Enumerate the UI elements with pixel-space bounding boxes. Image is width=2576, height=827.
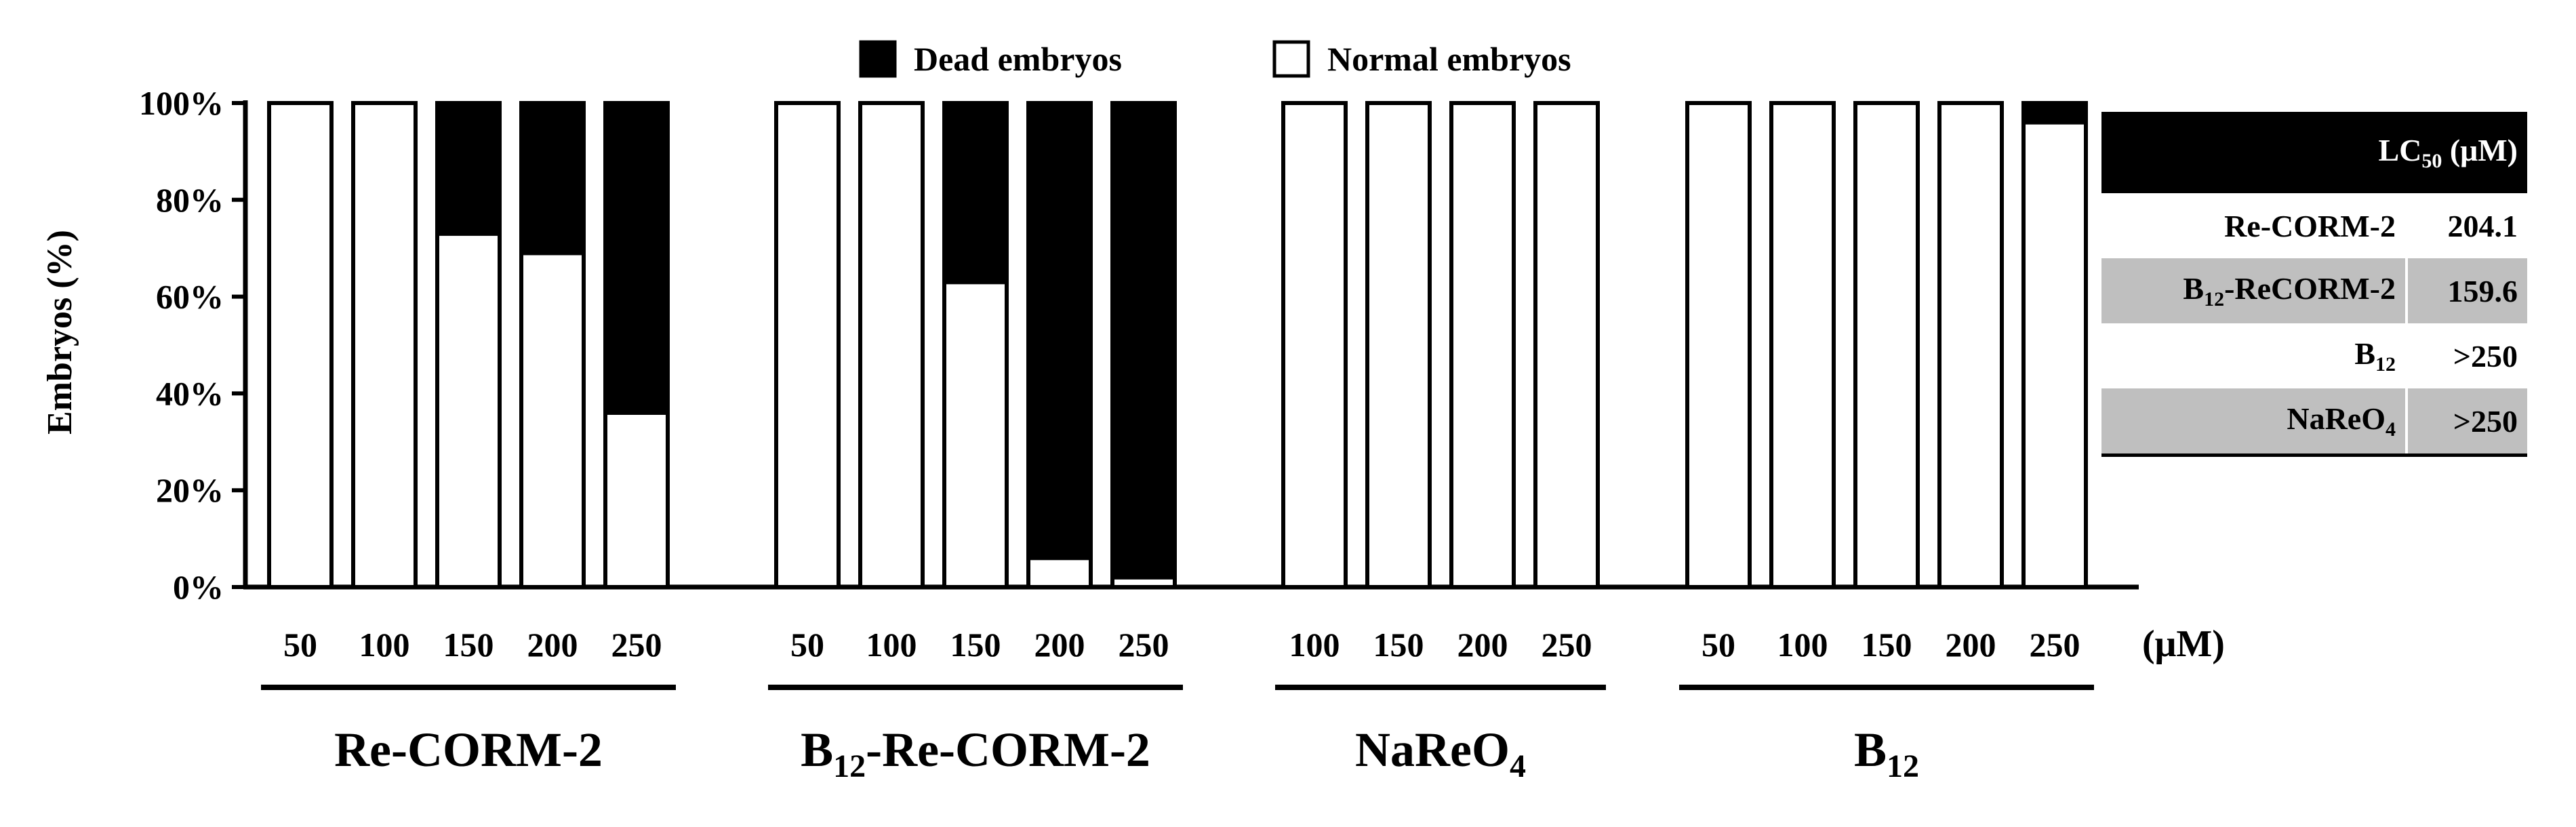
lc50-row: B12-ReCORM-2 159.6 <box>2101 258 2527 323</box>
x-unit-label: (μM) <box>2142 623 2225 665</box>
x-tick-label: 250 <box>2030 626 2080 664</box>
legend: Dead embryos Normal embryos <box>859 40 1571 78</box>
lc50-row: NaReO4 >250 <box>2101 388 2527 457</box>
legend-swatch <box>1272 40 1310 78</box>
bar-normal <box>1769 101 1836 589</box>
lc50-table: LC50 (μM) Re-CORM-2 204.1 B12-ReCORM-2 159.6… <box>2101 112 2527 457</box>
x-tick-label: 150 <box>1861 626 1912 664</box>
x-tick-label: 50 <box>1702 626 1735 664</box>
group-label: Re-CORM-2 <box>334 723 603 777</box>
bar-normal <box>858 101 925 589</box>
bar-normal <box>1365 101 1432 589</box>
lc50-value: 159.6 <box>2407 258 2527 323</box>
bar-normal <box>942 280 1009 589</box>
bar-normal <box>1853 101 1920 589</box>
y-tick-label: 80% <box>156 181 224 219</box>
bar-normal <box>603 410 670 590</box>
group-label: B12-Re-CORM-2 <box>801 723 1150 784</box>
group-labels: Re-CORM-2 B12-Re-CORM-2 NaReO4 B12 <box>261 685 2094 784</box>
lc50-compound: B12 <box>2101 323 2408 388</box>
bar-normal <box>1685 101 1752 589</box>
x-tick-label: 250 <box>611 626 662 664</box>
lc50-compound: B12-ReCORM-2 <box>2101 258 2408 323</box>
lc50-compound: Re-CORM-2 <box>2101 193 2408 258</box>
bar-dead <box>1026 101 1093 561</box>
x-tick-label: 250 <box>1542 626 1592 664</box>
bar-normal <box>351 101 418 589</box>
bar-normal <box>519 251 586 589</box>
group-label: B12 <box>1854 723 1919 784</box>
y-tick-label: 20% <box>156 471 224 509</box>
y-tick-label: 40% <box>156 374 224 412</box>
lc50-row: Re-CORM-2 204.1 <box>2101 193 2527 258</box>
x-tick-label: 50 <box>790 626 824 664</box>
lc50-header: LC50 (μM) <box>2101 112 2527 193</box>
lc50-header-row: LC50 (μM) <box>2101 112 2527 193</box>
group-label: NaReO4 <box>1355 723 1526 784</box>
x-tick-label: 200 <box>1946 626 1996 664</box>
x-tick-label: 200 <box>1034 626 1085 664</box>
x-tick-labels: 50 100 150 200 250 50 100 150 200 250 100 150 200 250… <box>283 626 2080 664</box>
bar-dead <box>519 101 586 256</box>
bar-normal <box>1281 101 1348 589</box>
bar-normal <box>267 101 334 589</box>
x-tick-label: 50 <box>283 626 317 664</box>
x-tick-label: 100 <box>866 626 917 664</box>
lc50-value: >250 <box>2453 338 2518 374</box>
x-tick-label: 200 <box>1457 626 1508 664</box>
bars <box>267 101 2088 590</box>
x-tick-label: 100 <box>359 626 410 664</box>
bar-dead <box>1110 101 1177 580</box>
bar-normal <box>1449 101 1516 589</box>
bar-dead <box>435 101 502 236</box>
lc50-value: 204.1 <box>2447 208 2518 243</box>
bar-dead <box>942 101 1009 285</box>
legend-swatch <box>859 40 897 78</box>
bar-dead <box>2021 101 2088 125</box>
bar-normal <box>774 101 841 589</box>
y-tick-label: 100% <box>139 84 224 122</box>
bar-normal <box>1937 101 2004 589</box>
bar-normal <box>1026 556 1093 589</box>
x-tick-label: 150 <box>443 626 494 664</box>
y-tick-label: 60% <box>156 278 224 316</box>
lc50-value: >250 <box>2407 388 2527 457</box>
x-tick-label: 150 <box>950 626 1001 664</box>
legend-label: Normal embryos <box>1327 40 1571 78</box>
lc50-row: B12 >250 <box>2101 323 2527 388</box>
bar-normal <box>1533 101 1600 589</box>
x-tick-label: 100 <box>1777 626 1828 664</box>
y-tick-label: 0% <box>173 568 224 606</box>
x-tick-label: 150 <box>1373 626 1424 664</box>
y-axis-label: Embryos (%) <box>41 230 79 435</box>
lc50-compound: NaReO4 <box>2101 388 2408 457</box>
bar-normal <box>435 231 502 589</box>
bar-normal <box>2021 120 2088 589</box>
bar-dead <box>603 101 670 415</box>
x-tick-label: 200 <box>527 626 578 664</box>
x-tick-label: 250 <box>1119 626 1169 664</box>
x-tick-label: 100 <box>1289 626 1340 664</box>
legend-label: Dead embryos <box>914 40 1122 78</box>
